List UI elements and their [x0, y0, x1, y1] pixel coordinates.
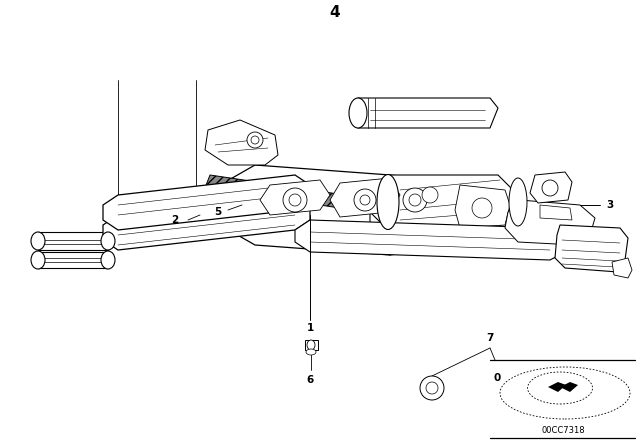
Text: 0: 0: [493, 373, 500, 383]
Circle shape: [354, 189, 376, 211]
Polygon shape: [560, 382, 578, 392]
Ellipse shape: [307, 340, 315, 350]
Circle shape: [289, 194, 301, 206]
Polygon shape: [368, 175, 518, 230]
Polygon shape: [205, 175, 345, 208]
Text: 2: 2: [172, 215, 179, 225]
Circle shape: [472, 198, 492, 218]
Polygon shape: [103, 175, 310, 230]
Text: 6: 6: [307, 375, 314, 385]
Polygon shape: [612, 258, 632, 278]
Ellipse shape: [377, 175, 399, 229]
Polygon shape: [330, 178, 400, 217]
Text: 00CC7318: 00CC7318: [541, 426, 585, 435]
Text: 5: 5: [214, 207, 221, 217]
Polygon shape: [305, 340, 318, 350]
Polygon shape: [220, 165, 425, 255]
Ellipse shape: [306, 349, 316, 355]
Ellipse shape: [101, 251, 115, 269]
Circle shape: [283, 188, 307, 212]
Polygon shape: [540, 205, 572, 220]
Polygon shape: [140, 214, 150, 220]
Ellipse shape: [31, 251, 45, 269]
Ellipse shape: [31, 232, 45, 250]
Circle shape: [403, 188, 427, 212]
Polygon shape: [103, 195, 310, 250]
Polygon shape: [38, 252, 108, 268]
Polygon shape: [530, 172, 572, 203]
Text: 7: 7: [486, 333, 493, 343]
Polygon shape: [555, 225, 628, 272]
Circle shape: [422, 187, 438, 203]
Polygon shape: [505, 200, 595, 245]
Ellipse shape: [101, 232, 115, 250]
Circle shape: [409, 194, 421, 206]
Circle shape: [360, 195, 370, 205]
Circle shape: [542, 180, 558, 196]
Polygon shape: [295, 220, 565, 260]
Polygon shape: [370, 175, 520, 255]
Polygon shape: [548, 382, 566, 392]
Circle shape: [251, 136, 259, 144]
Text: 1: 1: [307, 323, 314, 333]
Polygon shape: [260, 180, 330, 215]
Text: 4: 4: [330, 4, 340, 20]
Polygon shape: [455, 185, 510, 228]
Ellipse shape: [509, 178, 527, 226]
Polygon shape: [146, 212, 192, 222]
Circle shape: [426, 382, 438, 394]
Polygon shape: [38, 232, 108, 250]
Circle shape: [420, 376, 444, 400]
Text: 3: 3: [606, 200, 614, 210]
Polygon shape: [350, 98, 498, 128]
Circle shape: [247, 132, 263, 148]
Polygon shape: [205, 120, 278, 165]
Ellipse shape: [349, 98, 367, 128]
